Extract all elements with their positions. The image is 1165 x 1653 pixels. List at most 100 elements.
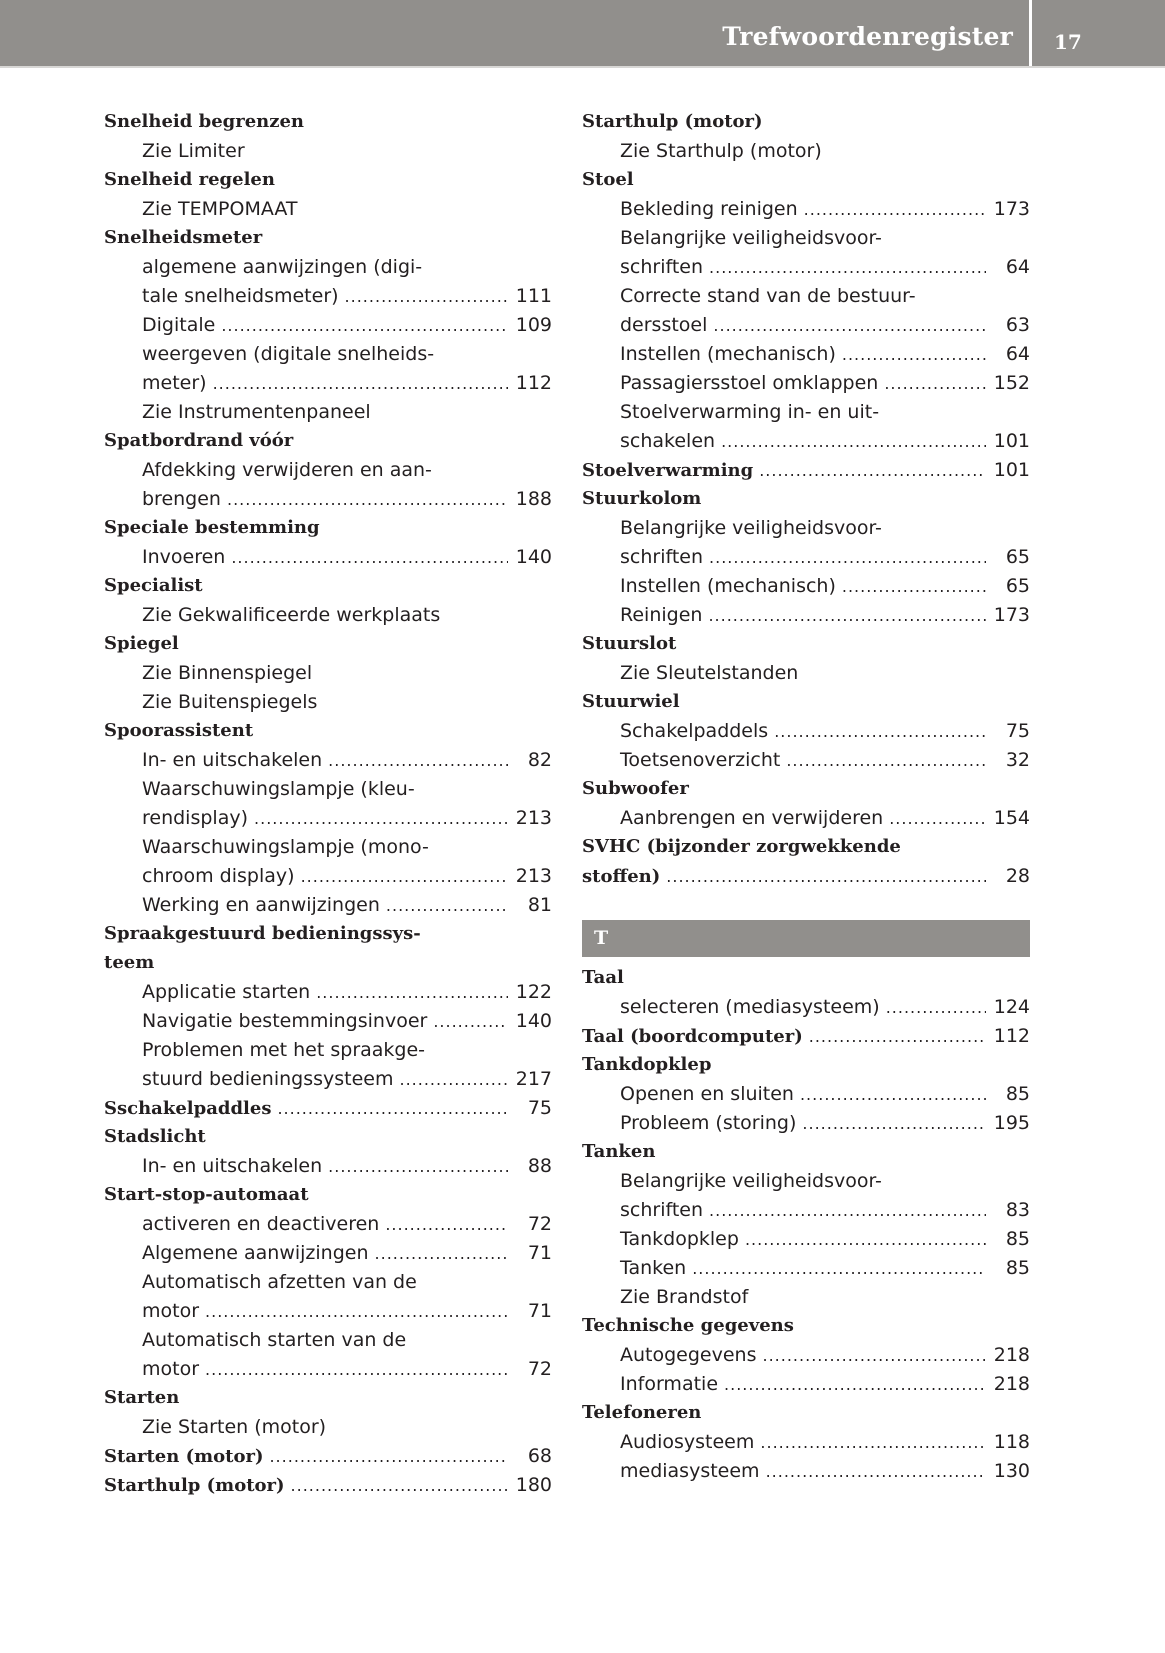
dot-leader bbox=[291, 1476, 508, 1495]
dot-leader bbox=[721, 432, 986, 451]
entry-text: motor bbox=[142, 1300, 200, 1322]
index-entry-sub: Aanbrengen en verwijderen 154 bbox=[582, 807, 1030, 836]
entry-text: Afdekking verwijderen en aan- bbox=[142, 459, 432, 481]
index-entry-sub: Problemen met het spraakge- bbox=[104, 1039, 552, 1068]
index-entry-sub: motor 72 bbox=[104, 1358, 552, 1387]
dot-leader bbox=[301, 867, 508, 886]
dot-leader bbox=[400, 1070, 509, 1089]
dot-leader bbox=[886, 998, 986, 1017]
entry-page-number: 75 bbox=[1005, 720, 1030, 742]
index-entry-sub: schriften 83 bbox=[582, 1199, 1030, 1228]
entry-page-number: 72 bbox=[527, 1358, 552, 1380]
entry-text: Openen en sluiten bbox=[620, 1083, 794, 1105]
entry-text: Belangrijke veiligheidsvoor- bbox=[620, 1170, 882, 1192]
dot-leader bbox=[277, 1099, 508, 1118]
dot-leader bbox=[231, 548, 508, 567]
dot-leader bbox=[205, 1360, 508, 1379]
entry-text: Stuurwiel bbox=[582, 691, 680, 712]
entry-page-number: 154 bbox=[993, 807, 1030, 829]
index-entry-sub: Belangrijke veiligheidsvoor- bbox=[582, 227, 1030, 256]
index-entry-sub: schriften 64 bbox=[582, 256, 1030, 285]
entry-page-number: 85 bbox=[1005, 1228, 1030, 1250]
entry-page-number: 71 bbox=[527, 1300, 552, 1322]
dot-leader bbox=[328, 751, 508, 770]
index-entry-heading: Tankdopklep bbox=[582, 1054, 1030, 1083]
index-entry-sub: chroom display) 213 bbox=[104, 865, 552, 894]
entry-text: Problemen met het spraakge- bbox=[142, 1039, 426, 1061]
index-entry-heading: Snelheid regelen bbox=[104, 169, 552, 198]
entry-page-number: 83 bbox=[1005, 1199, 1030, 1221]
entry-text: stoffen) bbox=[582, 866, 661, 887]
entry-text: tale snelheidsmeter) bbox=[142, 285, 339, 307]
entry-page-number: 124 bbox=[993, 996, 1030, 1018]
entry-page-number: 82 bbox=[527, 749, 552, 771]
index-entry-sub: In- en uitschakelen 88 bbox=[104, 1155, 552, 1184]
entry-text: stuurd bedieningssysteem bbox=[142, 1068, 394, 1090]
entry-page-number: 72 bbox=[527, 1213, 552, 1235]
entry-page-number: 140 bbox=[515, 1010, 552, 1032]
entry-page-number: 64 bbox=[1005, 256, 1030, 278]
index-entry-sub: In- en uitschakelen 82 bbox=[104, 749, 552, 778]
entry-page-number: 112 bbox=[993, 1025, 1030, 1047]
index-entry-heading: Stoelverwarming 101 bbox=[582, 459, 1030, 488]
entry-text: Waarschuwingslampje (kleu- bbox=[142, 778, 415, 800]
index-entry-sub: Waarschuwingslampje (mono- bbox=[104, 836, 552, 865]
entry-text: Algemene aanwijzingen bbox=[142, 1242, 369, 1264]
dot-leader bbox=[213, 374, 508, 393]
section-header-t: T bbox=[582, 920, 1030, 957]
entry-text: Spiegel bbox=[104, 633, 179, 654]
index-entry-heading: Snelheidsmeter bbox=[104, 227, 552, 256]
entry-text: Belangrijke veiligheidsvoor- bbox=[620, 227, 882, 249]
index-entry-sub: schriften 65 bbox=[582, 546, 1030, 575]
entry-text: Instellen (mechanisch) bbox=[620, 343, 836, 365]
dot-leader bbox=[666, 867, 986, 886]
index-entry-heading: Stuurwiel bbox=[582, 691, 1030, 720]
entry-text: Waarschuwingslampje (mono- bbox=[142, 836, 429, 858]
entry-text: Autogegevens bbox=[620, 1344, 757, 1366]
index-entry-sub: Schakelpaddels 75 bbox=[582, 720, 1030, 749]
entry-text: Stuurkolom bbox=[582, 488, 702, 509]
entry-text: brengen bbox=[142, 488, 221, 510]
header-title: Trefwoordenregister bbox=[722, 22, 1013, 51]
entry-text: Automatisch starten van de bbox=[142, 1329, 407, 1351]
dot-leader bbox=[269, 1447, 508, 1466]
entry-text: In- en uitschakelen bbox=[142, 1155, 323, 1177]
entry-text: Tankdopklep bbox=[582, 1054, 712, 1075]
entry-page-number: 85 bbox=[1005, 1083, 1030, 1105]
entry-text: Aanbrengen en verwijderen bbox=[620, 807, 884, 829]
entry-text: Spatbordrand vóór bbox=[104, 430, 294, 451]
entry-page-number: 188 bbox=[515, 488, 552, 510]
entry-page-number: 173 bbox=[993, 604, 1030, 626]
entry-text: chroom display) bbox=[142, 865, 295, 887]
index-entry-sub: activeren en deactiveren 72 bbox=[104, 1213, 552, 1242]
entry-text: Snelheid begrenzen bbox=[104, 111, 305, 132]
dot-leader bbox=[386, 896, 508, 915]
index-entry-heading: Stuurkolom bbox=[582, 488, 1030, 517]
index-entry-sub: Werking en aanwijzingen 81 bbox=[104, 894, 552, 923]
entry-page-number: 152 bbox=[993, 372, 1030, 394]
entry-text: motor bbox=[142, 1358, 200, 1380]
dot-leader bbox=[800, 1085, 986, 1104]
entry-text: Subwoofer bbox=[582, 778, 689, 799]
entry-text: Zie Instrumentenpaneel bbox=[142, 401, 371, 423]
index-entry-sub: Zie Instrumentenpaneel bbox=[104, 401, 552, 430]
entry-text: Starthulp (motor) bbox=[104, 1475, 285, 1496]
entry-text: Tankdopklep bbox=[620, 1228, 739, 1250]
dot-leader bbox=[709, 258, 986, 277]
index-entry-sub: algemene aanwijzingen (digi- bbox=[104, 256, 552, 285]
entry-text: Bekleding reinigen bbox=[620, 198, 798, 220]
index-entry-heading: Taal bbox=[582, 967, 1030, 996]
entry-page-number: 101 bbox=[993, 430, 1030, 452]
entry-text: Zie Buitenspiegels bbox=[142, 691, 318, 713]
index-entry-sub: Stoelverwarming in- en uit- bbox=[582, 401, 1030, 430]
index-entry-heading: Sschakelpaddles 75 bbox=[104, 1097, 552, 1126]
entry-text: rendisplay) bbox=[142, 807, 249, 829]
entry-page-number: 180 bbox=[515, 1474, 552, 1496]
entry-text: Taal (boordcomputer) bbox=[582, 1026, 803, 1047]
dot-leader bbox=[221, 316, 508, 335]
entry-text: Probleem (storing) bbox=[620, 1112, 797, 1134]
entry-page-number: 140 bbox=[515, 546, 552, 568]
index-entry-heading: Spatbordrand vóór bbox=[104, 430, 552, 459]
entry-text: Schakelpaddels bbox=[620, 720, 769, 742]
dot-leader bbox=[713, 316, 986, 335]
